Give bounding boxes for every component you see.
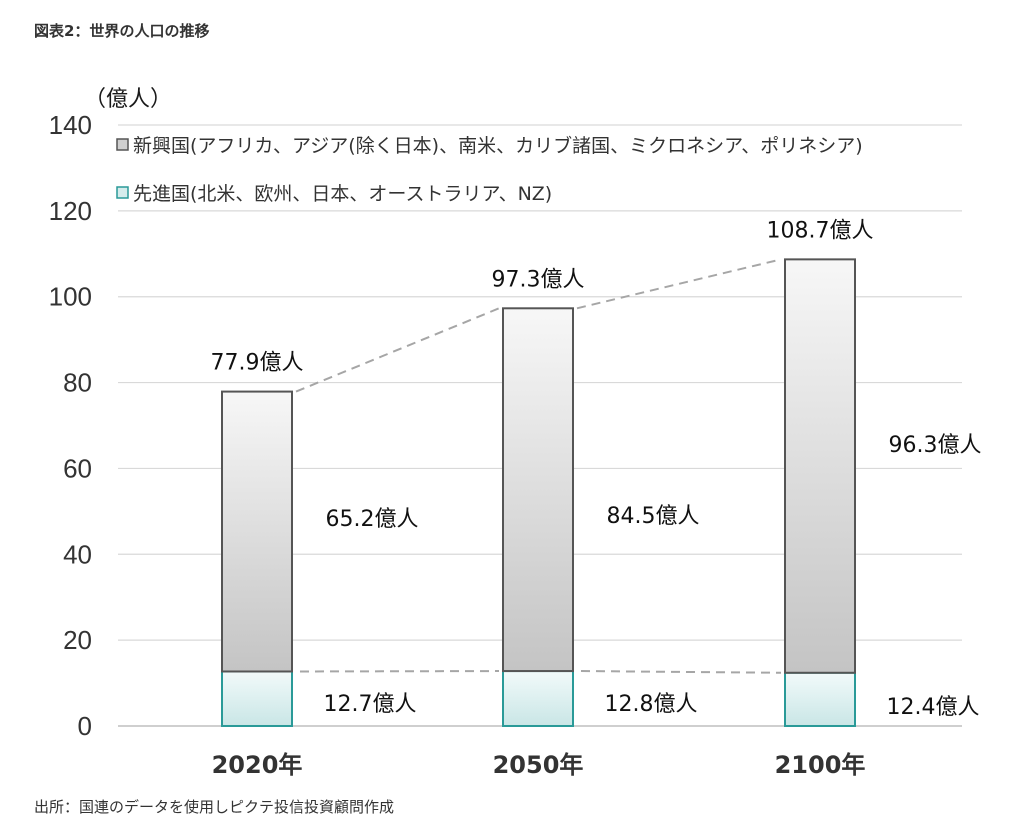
connector-total — [576, 258, 782, 310]
x-category-label: 2020年 — [212, 751, 303, 779]
legend-developed-swatch — [116, 186, 129, 199]
connector-developed — [580, 670, 782, 674]
connector-total — [295, 307, 500, 393]
emerging-value-label: 96.3億人 — [889, 433, 982, 458]
developed-value-label: 12.7億人 — [324, 692, 417, 717]
legend-emerging-label: 新興国(アフリカ、アジア(除く日本)、南米、カリブ諸国、ミクロネシア、ポリネシア… — [133, 134, 863, 157]
x-category-label: 2100年 — [775, 751, 866, 779]
y-tick-label: 120 — [49, 196, 92, 226]
figure-title: 図表2：世界の人口の推移 — [34, 22, 210, 40]
y-tick-label: 80 — [63, 368, 92, 398]
y-tick-label: 40 — [63, 539, 92, 569]
y-tick-label: 20 — [63, 625, 92, 655]
y-tick-label: 140 — [49, 110, 92, 140]
legend-emerging-swatch — [116, 138, 129, 151]
total-value-label: 97.3億人 — [492, 267, 585, 292]
emerging-value-label: 84.5億人 — [607, 504, 700, 529]
legend-developed-label: 先進国(北米、欧州、日本、オーストラリア、NZ) — [133, 183, 552, 205]
total-value-label: 77.9億人 — [211, 351, 304, 376]
bar-developed — [502, 670, 574, 728]
y-tick-label: 60 — [63, 453, 92, 483]
developed-value-label: 12.8億人 — [605, 692, 698, 717]
bar-emerging — [221, 390, 293, 673]
bar-emerging — [784, 258, 856, 674]
source-note: 出所：国連のデータを使用しピクテ投信投資顧問作成 — [34, 798, 395, 816]
y-unit-label: （億人） — [84, 87, 172, 112]
emerging-value-label: 65.2億人 — [326, 507, 419, 532]
y-tick-label: 100 — [49, 282, 92, 312]
bar-emerging — [502, 307, 574, 673]
x-category-label: 2050年 — [493, 751, 584, 779]
y-tick-label: 0 — [78, 711, 92, 741]
total-value-label: 108.7億人 — [767, 218, 874, 243]
bar-developed — [784, 671, 856, 727]
bar-developed — [221, 670, 293, 727]
developed-value-label: 12.4億人 — [887, 695, 980, 720]
